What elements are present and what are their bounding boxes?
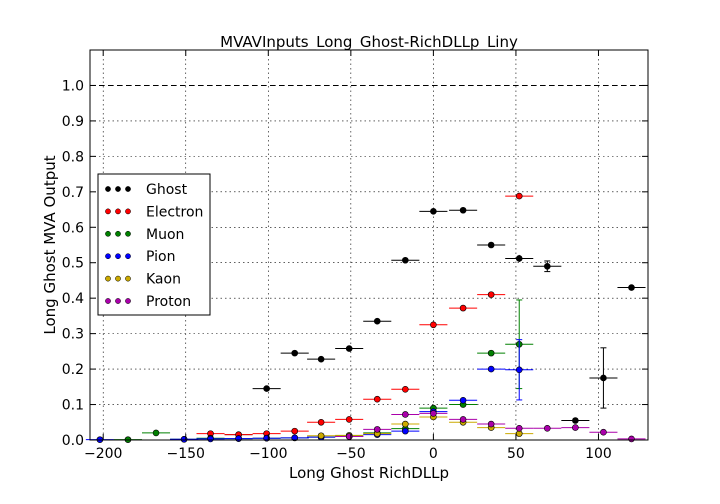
series-proton — [335, 410, 646, 443]
data-point — [543, 424, 551, 432]
data-point — [628, 284, 635, 291]
data-point — [152, 429, 160, 437]
x-tick-label: −100 — [249, 446, 287, 462]
data-point — [373, 426, 381, 433]
legend: Ghost Electron Muon Pion Kaon Proton — [97, 173, 211, 316]
y-tick-label: 0.5 — [62, 256, 84, 272]
legend-marker — [105, 253, 111, 260]
data-point — [402, 420, 409, 428]
legend-entry-muon: Muon — [146, 227, 184, 243]
data-point — [487, 365, 495, 373]
legend-marker — [105, 186, 111, 192]
data-point — [291, 349, 299, 357]
legend-marker — [125, 186, 131, 192]
plot-frame — [89, 49, 649, 441]
x-tick-label: −200 — [84, 446, 122, 462]
data-point — [515, 366, 523, 374]
legend-marker — [115, 253, 121, 260]
data-point — [543, 262, 551, 270]
data-series — [85, 192, 646, 443]
data-point — [263, 385, 270, 392]
y-tick-label: 0.0 — [62, 433, 84, 449]
y-tick-label: 0.9 — [62, 114, 84, 130]
legend-marker — [115, 230, 121, 237]
data-point — [317, 355, 325, 363]
data-point — [459, 206, 467, 214]
data-point — [317, 432, 325, 440]
data-point — [373, 395, 381, 403]
data-point — [402, 427, 409, 435]
x-tick-label: 0 — [429, 446, 438, 462]
data-point — [235, 435, 242, 442]
data-point — [459, 304, 467, 312]
legend-marker — [105, 298, 111, 304]
data-point — [402, 256, 409, 264]
series-pion — [85, 339, 534, 443]
series-kaon — [307, 413, 534, 440]
data-point — [487, 291, 495, 298]
data-point — [600, 428, 607, 436]
axis-ticks: −200 −150 −100 −50 0 50 100 0.0 0.1 0.2 0.3 0.4 0.5 0… — [62, 50, 648, 462]
y-tick-label: 1.0 — [62, 78, 84, 94]
legend-entry-pion: Pion — [146, 249, 175, 265]
data-point — [402, 411, 409, 418]
data-point — [515, 192, 523, 200]
legend-marker — [105, 275, 111, 282]
legend-entry-proton: Proton — [146, 294, 191, 310]
y-tick-label: 0.8 — [62, 149, 84, 165]
legend-marker — [115, 186, 121, 192]
y-tick-label: 0.4 — [62, 291, 84, 307]
series-electron — [196, 192, 534, 438]
data-point — [373, 317, 381, 325]
y-tick-label: 0.1 — [62, 398, 84, 414]
data-point — [459, 416, 467, 423]
chart-title: MVAVInputs_Long_Ghost-RichDLLp_Liny — [220, 33, 518, 52]
data-point — [430, 321, 437, 329]
data-point — [291, 427, 299, 435]
data-point — [600, 374, 607, 382]
legend-marker — [125, 275, 131, 282]
x-tick-label: 100 — [585, 446, 612, 462]
legend-entry-kaon: Kaon — [146, 272, 181, 288]
data-point — [572, 424, 579, 431]
legend-box — [97, 173, 211, 316]
data-point — [345, 345, 353, 352]
x-axis-label: Long Ghost RichDLLp — [289, 464, 449, 482]
x-tick-label: 50 — [507, 446, 525, 462]
data-point — [515, 255, 523, 262]
data-point — [345, 416, 353, 423]
y-tick-label: 0.3 — [62, 327, 84, 343]
data-point — [515, 424, 523, 432]
y-tick-label: 0.7 — [62, 185, 84, 201]
y-tick-label: 0.6 — [62, 220, 84, 236]
data-point — [207, 435, 214, 443]
legend-marker — [105, 208, 111, 215]
data-point — [487, 349, 495, 357]
data-point — [487, 241, 495, 249]
x-tick-label: −50 — [336, 446, 366, 462]
data-point — [430, 208, 437, 215]
x-tick-label: −150 — [167, 446, 205, 462]
legend-marker — [115, 298, 121, 304]
legend-marker — [115, 275, 121, 282]
data-point — [291, 434, 299, 442]
legend-marker — [125, 208, 131, 215]
legend-marker — [125, 230, 131, 237]
legend-marker — [125, 253, 131, 260]
legend-entry-ghost: Ghost — [146, 182, 188, 198]
data-point — [430, 410, 437, 417]
y-tick-label: 0.2 — [62, 362, 84, 378]
data-point — [628, 435, 635, 443]
legend-marker — [125, 298, 131, 304]
legend-entry-electron: Electron — [146, 204, 203, 220]
data-point — [459, 396, 467, 404]
y-axis-label: Long Ghost MVA Output — [41, 155, 59, 334]
data-point — [317, 418, 325, 426]
data-point — [402, 385, 409, 393]
legend-marker — [105, 230, 111, 237]
data-point — [572, 417, 579, 424]
data-point — [487, 420, 495, 428]
legend-marker — [115, 208, 121, 215]
